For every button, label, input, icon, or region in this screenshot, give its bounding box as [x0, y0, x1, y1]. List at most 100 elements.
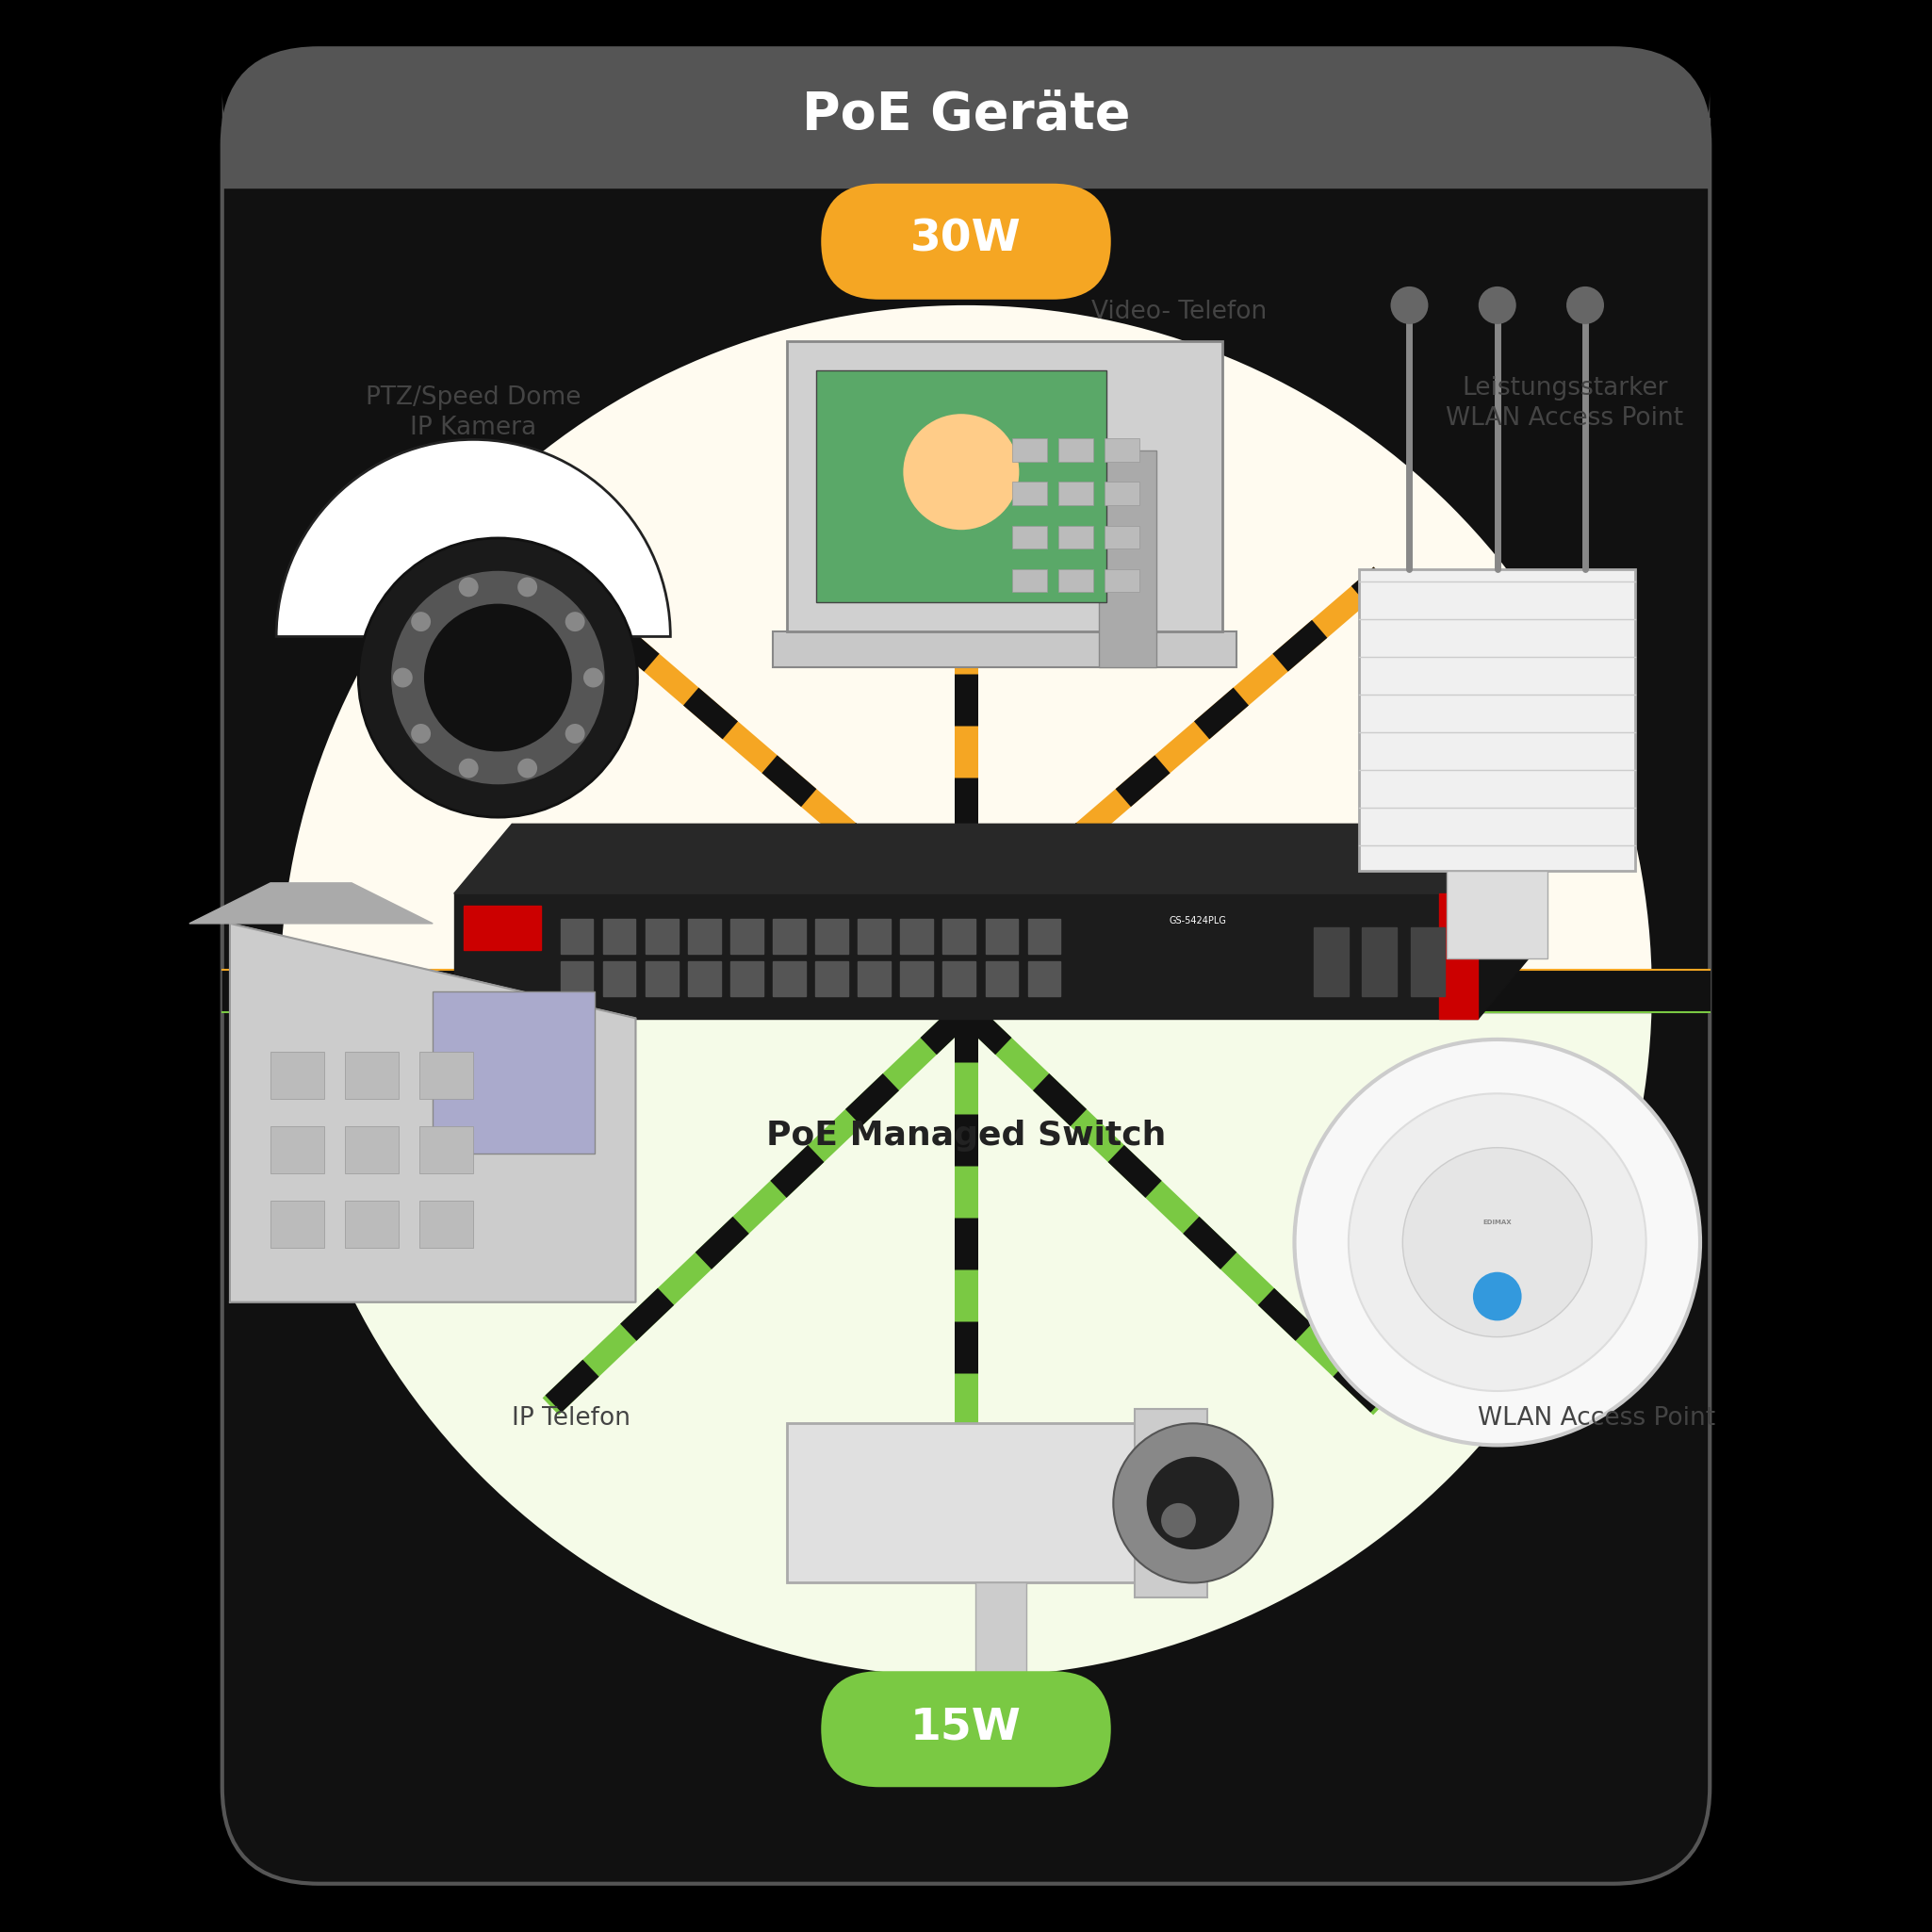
Wedge shape — [686, 711, 1246, 991]
Text: PTZ/Speed Dome
IP Kamera: PTZ/Speed Dome IP Kamera — [365, 386, 582, 440]
Wedge shape — [580, 991, 1352, 1378]
Bar — [985, 920, 1018, 954]
Circle shape — [1478, 286, 1517, 325]
Bar — [1105, 568, 1140, 591]
Circle shape — [1294, 1039, 1700, 1445]
Bar — [918, 1685, 1063, 1727]
Wedge shape — [280, 991, 1652, 1677]
Bar — [1012, 439, 1047, 462]
Bar — [858, 962, 891, 997]
Bar — [943, 962, 976, 997]
Bar — [1136, 1408, 1208, 1598]
Bar — [773, 632, 1236, 668]
Text: IP Telefon: IP Telefon — [512, 1406, 630, 1432]
Bar — [900, 920, 933, 954]
Text: Leistungsstarker
WLAN Access Point: Leistungsstarker WLAN Access Point — [1447, 377, 1683, 431]
Circle shape — [1472, 1271, 1522, 1321]
Bar — [270, 1200, 325, 1248]
Circle shape — [518, 759, 537, 779]
Text: GS-5424PLG: GS-5424PLG — [1169, 916, 1227, 925]
Bar — [1105, 439, 1140, 462]
Text: 30W: 30W — [910, 218, 1022, 261]
Wedge shape — [473, 991, 1459, 1484]
Circle shape — [423, 605, 572, 752]
Text: IP Kamera: IP Kamera — [941, 1677, 1068, 1702]
Circle shape — [458, 759, 479, 779]
Bar — [858, 920, 891, 954]
Bar — [419, 1126, 473, 1175]
Bar — [560, 962, 593, 997]
Bar — [1447, 869, 1548, 958]
Bar — [464, 906, 541, 951]
Bar — [1059, 439, 1094, 462]
Bar — [688, 962, 721, 997]
Bar — [1314, 927, 1349, 997]
FancyBboxPatch shape — [222, 48, 1710, 187]
Bar — [815, 920, 848, 954]
Bar — [773, 920, 806, 954]
Bar — [645, 962, 678, 997]
Bar — [1012, 481, 1047, 504]
Circle shape — [458, 578, 479, 597]
Circle shape — [357, 539, 638, 817]
FancyBboxPatch shape — [821, 184, 1111, 299]
Bar — [1028, 920, 1061, 954]
Bar — [419, 1200, 473, 1248]
Bar — [222, 118, 1710, 187]
Circle shape — [566, 612, 585, 632]
Bar — [976, 1582, 1026, 1692]
Bar — [773, 962, 806, 997]
Polygon shape — [454, 823, 1536, 893]
Wedge shape — [377, 991, 1555, 1580]
Text: EDIMAX: EDIMAX — [1484, 1219, 1511, 1225]
Wedge shape — [280, 305, 1652, 991]
Bar — [270, 1051, 325, 1099]
Circle shape — [1567, 286, 1604, 325]
Circle shape — [1349, 1094, 1646, 1391]
Bar — [730, 962, 763, 997]
Circle shape — [1113, 1424, 1273, 1582]
Bar — [900, 962, 933, 997]
Bar — [1105, 481, 1140, 504]
Circle shape — [1148, 1457, 1240, 1549]
Bar — [222, 970, 1710, 1012]
Bar — [1410, 927, 1445, 997]
Text: PoE Geräte: PoE Geräte — [802, 89, 1130, 141]
Wedge shape — [580, 605, 1352, 991]
Circle shape — [1391, 286, 1428, 325]
Circle shape — [392, 668, 413, 688]
Bar — [1028, 962, 1061, 997]
Bar — [1360, 568, 1634, 869]
Bar — [560, 920, 593, 954]
Circle shape — [412, 612, 431, 632]
Bar — [1105, 526, 1140, 549]
Bar — [454, 893, 1478, 1020]
Bar — [270, 1126, 325, 1175]
Bar — [603, 962, 636, 997]
Wedge shape — [473, 498, 1459, 991]
Text: Video- Telefon: Video- Telefon — [1092, 299, 1267, 325]
Circle shape — [904, 413, 1020, 529]
Polygon shape — [189, 883, 433, 923]
Circle shape — [390, 572, 605, 784]
Bar — [1012, 568, 1047, 591]
Bar — [433, 991, 595, 1153]
Circle shape — [412, 724, 431, 744]
Bar — [1059, 526, 1094, 549]
Text: 15W: 15W — [910, 1706, 1022, 1748]
Bar — [1059, 568, 1094, 591]
Bar — [344, 1126, 398, 1175]
Bar — [1362, 927, 1397, 997]
Bar — [1439, 893, 1478, 1020]
Polygon shape — [1478, 823, 1536, 1020]
Bar — [815, 962, 848, 997]
Wedge shape — [686, 991, 1246, 1271]
Bar — [603, 920, 636, 954]
Bar — [815, 371, 1105, 603]
Bar — [788, 342, 1223, 632]
Bar — [1059, 481, 1094, 504]
Circle shape — [583, 668, 603, 688]
Wedge shape — [377, 402, 1555, 991]
Circle shape — [566, 724, 585, 744]
Text: PoE Managed Switch: PoE Managed Switch — [765, 1121, 1167, 1151]
